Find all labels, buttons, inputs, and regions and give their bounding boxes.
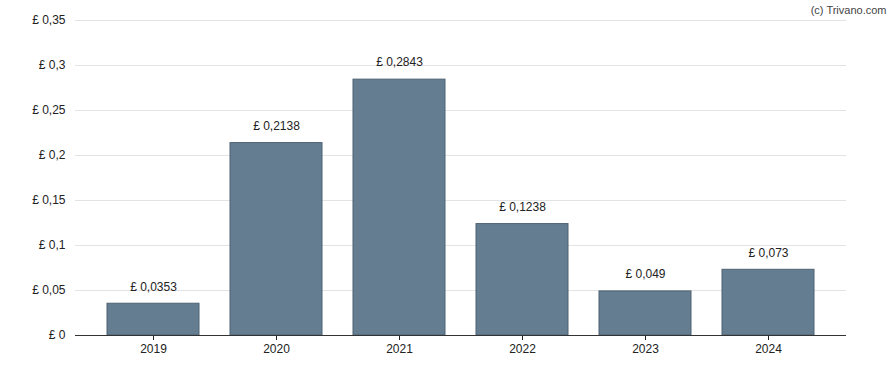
- svg-text:£ 0,049: £ 0,049: [625, 267, 665, 281]
- svg-text:£ 0,35: £ 0,35: [32, 13, 66, 27]
- svg-text:£ 0,2138: £ 0,2138: [253, 119, 300, 133]
- svg-text:2022: 2022: [509, 342, 536, 356]
- svg-text:£ 0,25: £ 0,25: [32, 103, 66, 117]
- svg-text:£ 0,05: £ 0,05: [32, 283, 66, 297]
- svg-text:£ 0,15: £ 0,15: [32, 193, 66, 207]
- svg-text:£ 0,0353: £ 0,0353: [130, 280, 177, 294]
- svg-text:£ 0: £ 0: [49, 328, 66, 342]
- svg-text:£ 0,2843: £ 0,2843: [376, 55, 423, 69]
- svg-text:2021: 2021: [386, 342, 413, 356]
- svg-text:£ 0,1: £ 0,1: [39, 238, 66, 252]
- svg-text:£ 0,2: £ 0,2: [39, 148, 66, 162]
- svg-text:£ 0,3: £ 0,3: [39, 58, 66, 72]
- svg-text:£ 0,073: £ 0,073: [748, 246, 788, 260]
- svg-text:2020: 2020: [263, 342, 290, 356]
- svg-text:2019: 2019: [140, 342, 167, 356]
- svg-text:2024: 2024: [755, 342, 782, 356]
- svg-text:(c) Trivano.com: (c) Trivano.com: [811, 4, 887, 16]
- svg-text:£ 0,1238: £ 0,1238: [499, 200, 546, 214]
- svg-text:2023: 2023: [632, 342, 659, 356]
